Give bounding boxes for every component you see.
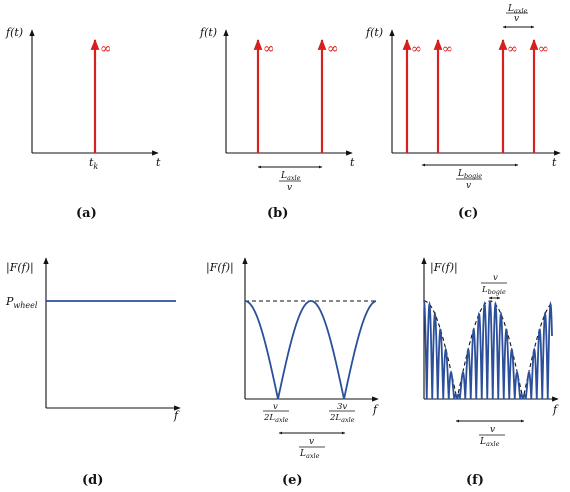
infinity-label-2: ∞ — [442, 42, 453, 57]
infinity-label-2: ∞ — [327, 41, 339, 57]
cosine-spectrum — [245, 300, 377, 400]
axle-spacing-fraction: Laxle v — [506, 4, 528, 24]
bogie-period-fraction: v Lbogie — [481, 273, 507, 296]
caption-a: (a) — [76, 206, 97, 221]
bogie-spacing-fraction: Lbogie v — [456, 169, 482, 191]
svg-text:Laxle: Laxle — [280, 171, 301, 182]
svg-text:v: v — [514, 14, 519, 24]
caption-b: (b) — [267, 206, 288, 221]
y-axis-label: f(t) — [199, 26, 217, 39]
svg-text:Laxle: Laxle — [479, 437, 500, 448]
svg-text:Laxle: Laxle — [507, 4, 528, 15]
svg-text:v: v — [466, 181, 471, 191]
x-axis-label: t — [552, 156, 557, 169]
svg-text:Laxle: Laxle — [299, 449, 320, 460]
svg-text:v: v — [490, 425, 495, 435]
y-axis-label: f(t) — [365, 26, 383, 39]
panel-a: f(t) t ∞ tk (a) — [5, 26, 161, 221]
svg-text:v: v — [287, 183, 292, 193]
x-axis-label: f — [372, 403, 379, 416]
caption-d: (d) — [82, 473, 103, 488]
infinity-label-3: ∞ — [507, 42, 518, 57]
panel-e: |F(f)| f v 2Laxle 3v 2Laxle v Laxle (e) — [206, 257, 379, 488]
svg-text:v: v — [493, 273, 498, 283]
panel-d: |F(f)| f Pwheel (d) — [5, 257, 181, 488]
caption-f: (f) — [466, 473, 484, 488]
infinity-label-1: ∞ — [263, 41, 275, 57]
bogie-envelope — [424, 300, 553, 400]
tick-2-fraction: 3v 2Laxle — [329, 402, 355, 424]
panel-f: |F(f)| f v Lbogie v Laxle (f) — [421, 257, 559, 488]
y-axis-label: |F(f)| — [430, 261, 458, 275]
axle-spacing-fraction: Laxle v — [279, 171, 301, 193]
y-axis-label: f(t) — [5, 26, 23, 39]
level-label: Pwheel — [5, 295, 38, 310]
svg-text:v: v — [273, 402, 278, 412]
svg-text:v: v — [309, 437, 314, 447]
infinity-label-4: ∞ — [538, 42, 549, 57]
panel-c: f(t) t ∞ ∞ ∞ ∞ Laxle v Lbogie v (c) — [365, 4, 561, 221]
y-axis-label: |F(f)| — [6, 261, 34, 275]
panel-b: f(t) t ∞ ∞ Laxle v (b) — [199, 26, 355, 221]
y-axis-label: |F(f)| — [206, 261, 234, 275]
x-axis-label: t — [156, 156, 161, 169]
svg-text:3v: 3v — [337, 402, 347, 412]
caption-c: (c) — [458, 206, 478, 221]
x-axis-label: f — [552, 403, 559, 416]
tick-label: tk — [89, 156, 98, 171]
x-axis-label: t — [350, 156, 355, 169]
tick-1-fraction: v 2Laxle — [263, 402, 289, 424]
infinity-label: ∞ — [100, 41, 112, 57]
period-fraction: v Laxle — [299, 437, 325, 460]
caption-e: (e) — [282, 473, 303, 488]
axle-period-fraction: v Laxle — [479, 425, 505, 448]
x-axis-label: f — [173, 409, 180, 422]
svg-text:2Laxle: 2Laxle — [329, 413, 355, 424]
svg-text:Lbogie: Lbogie — [457, 169, 482, 180]
infinity-label-1: ∞ — [411, 42, 422, 57]
svg-text:2Laxle: 2Laxle — [263, 413, 289, 424]
combined-spectrum — [423, 300, 553, 400]
svg-text:Lbogie: Lbogie — [481, 285, 506, 296]
